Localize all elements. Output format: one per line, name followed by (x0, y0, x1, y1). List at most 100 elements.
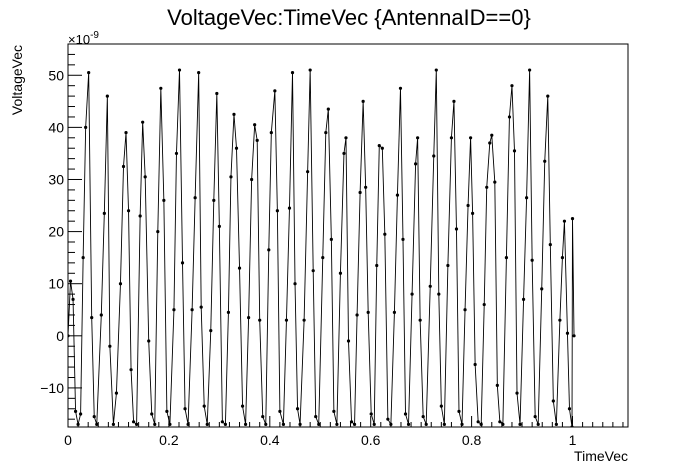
data-point (92, 414, 96, 419)
data-point (570, 216, 575, 221)
data-point (247, 315, 251, 320)
y-axis-label: VoltageVec (9, 45, 25, 115)
data-point (454, 227, 459, 231)
data-point (174, 151, 179, 156)
data-point (183, 407, 187, 411)
data-point (471, 211, 475, 215)
data-point (180, 261, 185, 265)
x-tick-label: 1 (569, 432, 577, 448)
data-point (177, 68, 182, 72)
data-point (223, 422, 228, 426)
data-point (275, 209, 279, 213)
data-point (338, 271, 343, 275)
data-point (421, 414, 425, 419)
data-point (205, 422, 209, 426)
data-point (220, 420, 224, 424)
data-point (302, 318, 306, 322)
data-point (250, 177, 254, 182)
chart-title: VoltageVec:TimeVec {AntennaID==0} (167, 5, 531, 30)
data-point (87, 71, 91, 75)
data-point (560, 256, 565, 260)
data-point (570, 425, 574, 427)
data-point (493, 180, 497, 184)
data-point (209, 328, 213, 333)
data-point (293, 282, 297, 286)
data-point (533, 414, 537, 419)
data-point (156, 229, 160, 234)
data-point (165, 409, 169, 413)
data-point (90, 315, 94, 320)
data-point (111, 422, 116, 426)
data-point (530, 258, 534, 262)
y-tick-label: 20 (48, 224, 64, 240)
data-point (159, 86, 163, 90)
data-point (126, 209, 131, 213)
data-point (217, 224, 221, 228)
data-point (326, 107, 330, 111)
data-point (138, 214, 142, 218)
data-point (510, 84, 514, 88)
data-point (490, 133, 494, 137)
data-point (124, 130, 128, 135)
y-tick-label: 10 (48, 276, 64, 292)
data-point (243, 422, 248, 426)
data-point (344, 136, 348, 140)
data-point (463, 308, 467, 312)
data-point (355, 313, 359, 317)
data-points (68, 68, 576, 427)
data-point (416, 136, 420, 140)
data-point (342, 151, 346, 156)
data-point (295, 407, 300, 411)
data-point (73, 409, 78, 413)
data-point (240, 404, 245, 408)
data-point (442, 422, 446, 426)
x-tick-label: 0.2 (159, 432, 179, 448)
data-point (335, 422, 339, 426)
data-point (377, 144, 381, 148)
data-point (449, 136, 454, 140)
data-point (237, 266, 242, 270)
data-point (410, 292, 414, 296)
data-point (95, 422, 99, 426)
data-point (141, 120, 145, 124)
data-point (424, 422, 428, 426)
data-point (232, 112, 236, 116)
series-line (68, 69, 575, 427)
data-point (524, 196, 529, 200)
data-point (528, 68, 532, 72)
data-point (264, 422, 268, 426)
data-point (147, 339, 151, 343)
data-point (479, 422, 483, 426)
y-axis-exponent-power: -9 (90, 30, 99, 41)
data-point (287, 206, 292, 210)
data-point (473, 362, 477, 367)
data-point (386, 417, 390, 421)
data-point (311, 269, 315, 273)
data-point (255, 138, 259, 143)
data-point (102, 211, 106, 215)
data-point (226, 310, 231, 314)
data-point (261, 414, 265, 419)
data-point (558, 318, 562, 322)
data-point (284, 318, 289, 322)
data-point (418, 318, 422, 322)
data-point (403, 412, 408, 416)
y-tick-label: 40 (48, 119, 64, 135)
data-point (199, 305, 203, 309)
data-point (572, 334, 576, 338)
data-point (329, 237, 333, 242)
data-point (314, 414, 318, 419)
data-point (457, 409, 461, 413)
x-tick-label: 0.6 (361, 432, 381, 448)
y-tick-label: −10 (40, 380, 64, 396)
data-point (504, 256, 509, 260)
data-point (278, 409, 282, 413)
data-point (488, 141, 492, 145)
data-point (546, 94, 550, 98)
data-point (81, 256, 85, 260)
data-point (131, 420, 136, 424)
data-point (346, 339, 351, 343)
data-point (193, 196, 197, 200)
data-point (515, 391, 519, 395)
